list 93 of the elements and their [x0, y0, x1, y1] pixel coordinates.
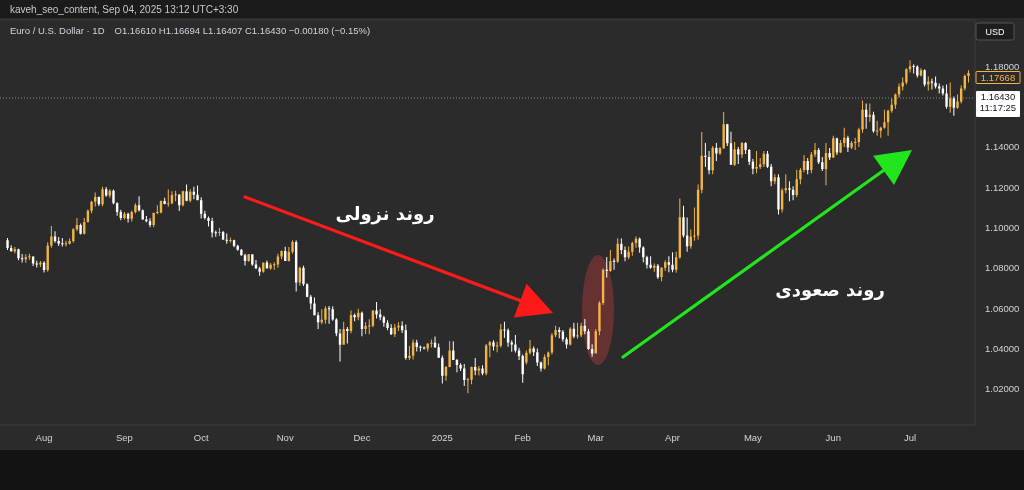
- x-tick-label: Jul: [903, 432, 917, 443]
- candlestick: [291, 240, 294, 254]
- x-tick-label: Nov: [276, 432, 294, 443]
- candlestick: [766, 150, 769, 169]
- candlestick: [327, 306, 331, 324]
- y-tick-label: 1.04000: [985, 342, 1020, 354]
- candlestick: [459, 363, 462, 371]
- candlestick: [342, 321, 345, 345]
- x-tick-label: Dec: [353, 432, 371, 443]
- candlestick: [207, 216, 210, 227]
- annotation: روند صعودی: [775, 279, 885, 301]
- candlestick: [430, 339, 433, 348]
- x-tick-label: Apr: [665, 432, 680, 443]
- candlestick: [364, 322, 367, 334]
- candlestick: [956, 94, 959, 109]
- candlestick: [346, 327, 349, 344]
- candlestick: [28, 253, 31, 260]
- candlestick: [218, 227, 221, 236]
- x-tick-label: Feb: [514, 432, 531, 443]
- candlestick: [6, 238, 9, 251]
- text: kaveh_seo_content, Sep 04, 2025 13:12 UTC+3:30: [10, 3, 239, 15]
- candlestick: [419, 345, 422, 352]
- y-tick-label: 1.18000: [985, 60, 1020, 72]
- x-tick-label: Mar: [587, 432, 604, 443]
- candlestick: [605, 256, 608, 278]
- candlestick: [185, 184, 188, 202]
- candlestick: [481, 365, 484, 376]
- candlestick: [894, 93, 897, 109]
- candlestick: [839, 139, 842, 153]
- text: Euro / U.S. Dollar · 1D: [10, 25, 105, 36]
- candlestick: [441, 355, 444, 384]
- x-tick-label: Oct: [193, 432, 209, 443]
- candlestick: [448, 340, 451, 368]
- candlestick: [883, 109, 886, 129]
- candlestick: [514, 334, 517, 353]
- candlestick: [174, 190, 177, 202]
- candlestick: [788, 181, 791, 202]
- candlestick: [79, 223, 82, 235]
- candlestick: [912, 64, 915, 74]
- candlestick: [821, 157, 824, 172]
- candlestick: [828, 147, 831, 161]
- candlestick: [934, 76, 937, 89]
- y-tick-label: 1.14000: [985, 141, 1020, 153]
- candlestick: [375, 302, 378, 319]
- candlestick: [671, 252, 674, 273]
- candlestick: [68, 238, 71, 245]
- y-axis-title: USD: [985, 26, 1005, 37]
- candlestick: [930, 78, 934, 90]
- candlestick: [576, 322, 579, 339]
- x-tick-label: Aug: [35, 432, 53, 443]
- candlestick: [408, 345, 411, 360]
- candlestick: [733, 141, 736, 167]
- candlestick: [967, 70, 970, 83]
- candlestick: [755, 150, 758, 174]
- y-tick-label: 1.08000: [985, 262, 1020, 274]
- candlestick: [492, 340, 495, 351]
- candlestick: [682, 205, 685, 238]
- candlestick: [543, 354, 546, 370]
- annotation: روند نزولی: [335, 203, 435, 225]
- candlestick: [609, 250, 612, 272]
- candlestick: [565, 337, 568, 349]
- candlestick: [631, 241, 634, 256]
- x-tick-label: 2025: [431, 432, 453, 443]
- candlestick: [532, 346, 535, 356]
- candlestick: [273, 262, 276, 270]
- candlestick: [850, 140, 853, 149]
- y-tick-label: 1.10000: [985, 222, 1020, 234]
- candlestick: [704, 142, 707, 168]
- candlestick: [945, 84, 948, 109]
- y-tick-label: 1.12000: [985, 181, 1020, 193]
- candlestick: [258, 266, 261, 276]
- candlestick: [503, 321, 506, 338]
- candlestick: [335, 318, 338, 337]
- x-tick-label: May: [743, 432, 763, 443]
- x-tick-label: Jun: [825, 432, 841, 443]
- candlestick: [167, 189, 170, 207]
- y-tick-label: 1.06000: [985, 302, 1020, 314]
- text: O1.16610 H1.16694 L1.16407 C1.16430 −0.00180 (−0.15%): [114, 25, 371, 36]
- candlestick: [156, 205, 159, 215]
- candlestick: [525, 350, 528, 365]
- candlestick: [61, 238, 64, 247]
- candlestick: [620, 238, 623, 255]
- candlestick: [649, 256, 652, 269]
- candlestick: [280, 250, 283, 260]
- candlestick: [251, 254, 254, 266]
- candlestick: [145, 216, 148, 223]
- y-tick-label: 1.02000: [985, 383, 1020, 395]
- candlestick: [229, 237, 232, 243]
- candlestick: [744, 141, 747, 154]
- candlestick: [938, 83, 941, 94]
- text: 1.17668: [980, 72, 1016, 83]
- candlestick: [247, 253, 250, 262]
- x-tick-label: Sep: [115, 432, 133, 443]
